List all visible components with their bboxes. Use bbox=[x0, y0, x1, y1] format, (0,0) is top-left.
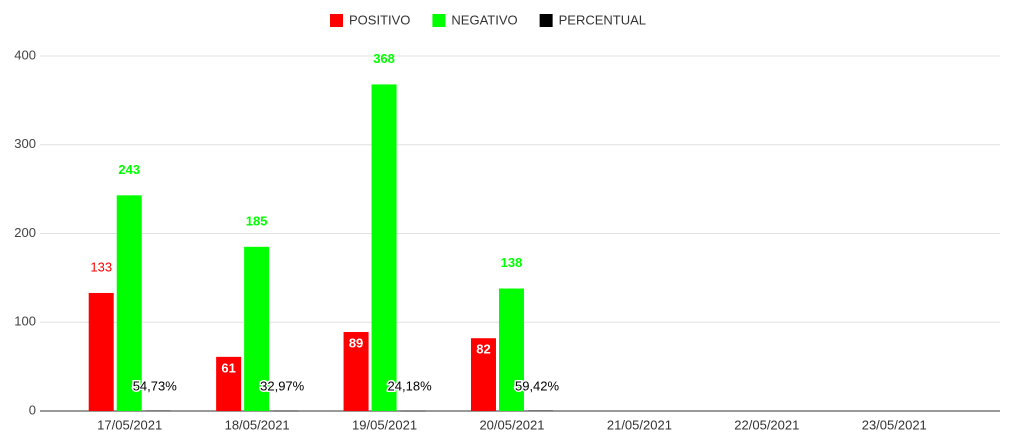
bar bbox=[88, 292, 114, 411]
legend-swatch bbox=[539, 14, 553, 27]
x-tick-label: 22/05/2021 bbox=[734, 417, 799, 432]
bar bbox=[145, 410, 171, 412]
bar bbox=[400, 410, 426, 412]
bar bbox=[216, 356, 242, 411]
data-label: 32,97% bbox=[260, 378, 305, 393]
y-tick-label: 100 bbox=[14, 314, 36, 329]
x-tick-label: 19/05/2021 bbox=[352, 417, 417, 432]
bar bbox=[371, 84, 397, 412]
legend-swatch bbox=[432, 14, 446, 27]
data-label: 243 bbox=[118, 162, 140, 177]
x-tick-label: 23/05/2021 bbox=[862, 417, 927, 432]
y-tick-label: 200 bbox=[14, 225, 36, 240]
bar bbox=[244, 246, 270, 411]
bar bbox=[470, 338, 496, 411]
y-tick-label: 400 bbox=[14, 47, 36, 62]
data-label: 82 bbox=[476, 342, 490, 357]
y-tick-label: 0 bbox=[29, 402, 36, 417]
data-label: 138 bbox=[501, 255, 523, 270]
data-label: 59,42% bbox=[515, 378, 560, 393]
y-tick-label: 300 bbox=[14, 136, 36, 151]
legend-swatch bbox=[330, 14, 343, 27]
x-tick-label: 21/05/2021 bbox=[607, 417, 672, 432]
legend-label: NEGATIVO bbox=[451, 12, 517, 27]
bar bbox=[116, 195, 142, 411]
bar bbox=[527, 410, 553, 411]
bar bbox=[498, 288, 524, 411]
legend-label: PERCENTUAL bbox=[559, 12, 646, 27]
data-label: 185 bbox=[246, 213, 268, 228]
x-tick-label: 20/05/2021 bbox=[479, 417, 544, 432]
data-label: 54,73% bbox=[133, 378, 178, 393]
bar bbox=[273, 410, 299, 412]
data-label: 89 bbox=[349, 335, 363, 350]
data-label: 133 bbox=[90, 259, 112, 274]
bar bbox=[343, 332, 369, 411]
legend-label: POSITIVO bbox=[349, 12, 410, 27]
x-tick-label: 17/05/2021 bbox=[97, 417, 162, 432]
x-tick-label: 18/05/2021 bbox=[225, 417, 290, 432]
data-label: 24,18% bbox=[388, 378, 433, 393]
data-label: 368 bbox=[373, 51, 395, 66]
data-label: 61 bbox=[221, 360, 235, 375]
